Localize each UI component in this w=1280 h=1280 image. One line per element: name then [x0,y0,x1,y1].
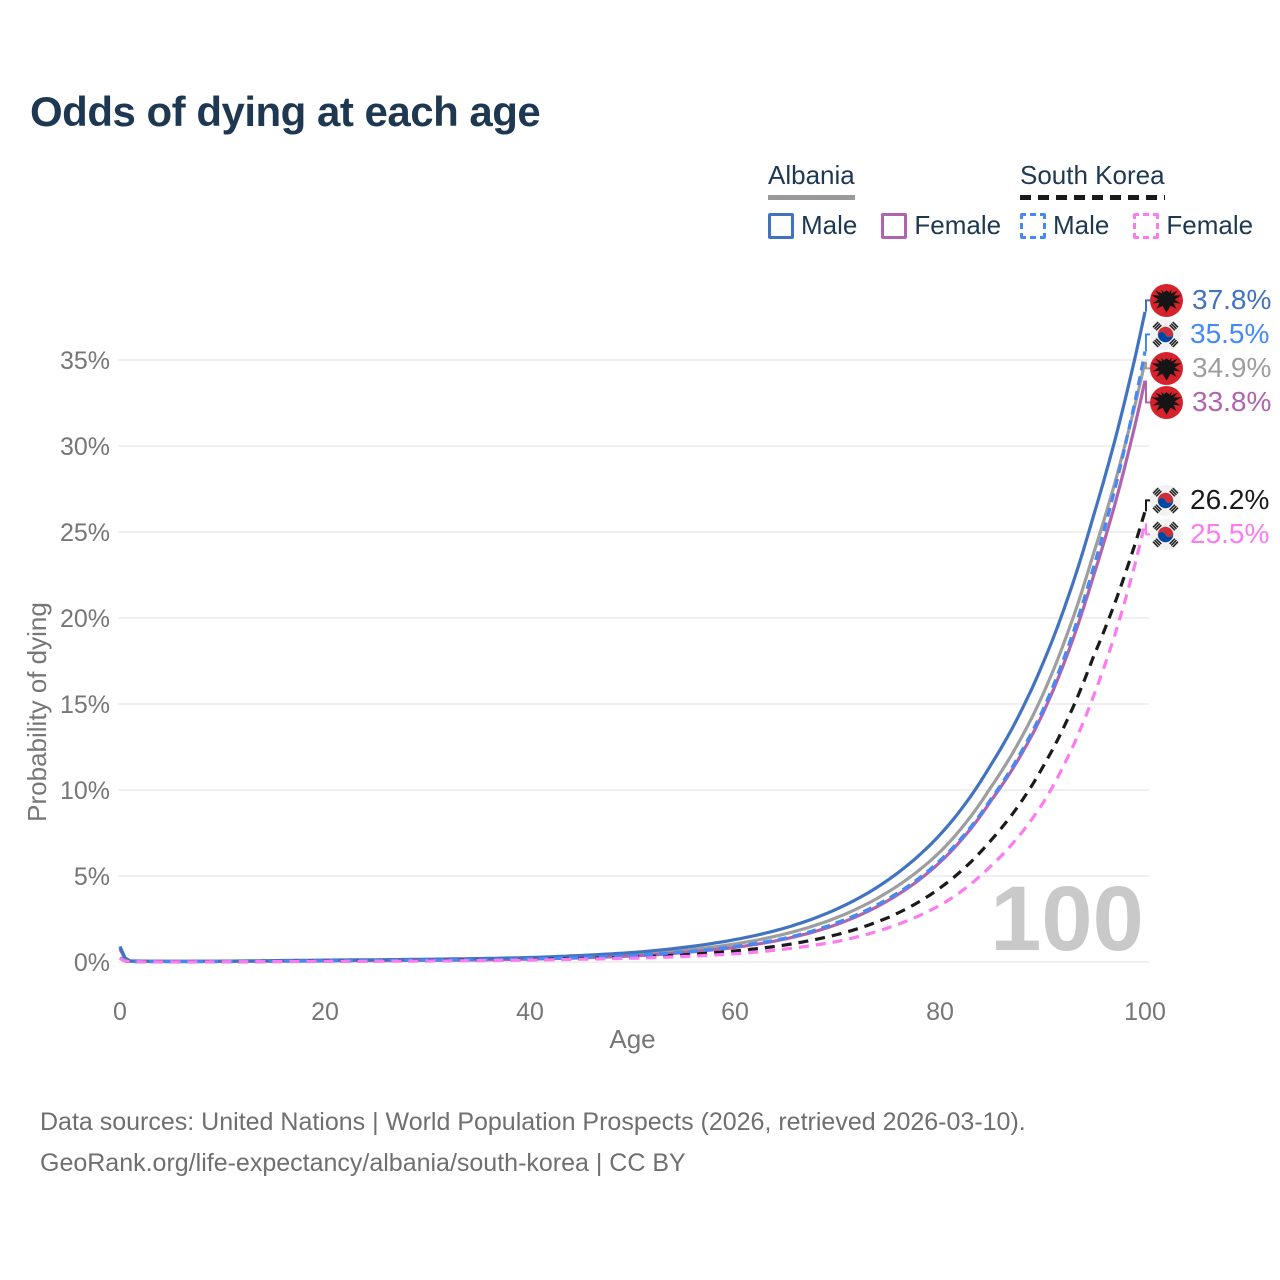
legend-header-wrap-south-korea: South Korea [1020,160,1165,200]
end-label-value: 35.5% [1190,318,1270,349]
y-axis-title: Probability of dying [22,602,52,822]
legend-item-south-korea-male[interactable]: Male [1020,210,1109,241]
end-label-value: 34.9% [1192,352,1272,383]
albania-both-sexes-line-swatch [768,195,855,200]
y-tick-label: 10% [60,777,110,805]
x-tick-label: 20 [311,998,339,1026]
end-label-south-korea-male: 35.5% [1150,317,1269,351]
age-watermark: 100 [990,868,1144,970]
x-tick-label: 100 [1124,998,1166,1026]
end-label-value: 25.5% [1190,518,1270,549]
albania-flag-icon [1150,351,1183,385]
end-label-albania-both-sexes: 34.9% [1150,351,1271,385]
y-tick-label: 5% [74,863,110,891]
x-axis-title: Age [609,1024,655,1054]
end-label-value: 33.8% [1192,386,1272,417]
legend-item-label: Female [914,210,1002,240]
chart-title: Odds of dying at each age [30,88,541,135]
legend-item-albania-male[interactable]: Male [768,210,857,241]
legend-item-label: Female [1166,210,1254,240]
x-tick-label: 40 [516,998,544,1026]
south-korea-both-sexes-line-swatch [1020,195,1165,200]
end-label-value: 26.2% [1190,484,1270,515]
y-tick-label: 0% [74,949,110,977]
albania-flag-icon [1150,283,1183,317]
legend-header-albania[interactable]: Albania [768,160,855,190]
south-korea-flag-icon [1150,518,1181,550]
legend-item-albania-female[interactable]: Female [881,210,1001,241]
legend-items-albania: Male Female [768,210,1001,241]
south-korea-flag-icon [1150,318,1181,350]
albania-female-swatch-icon [881,212,908,239]
end-label-albania-male: 37.8% [1150,283,1271,317]
legend-item-south-korea-female[interactable]: Female [1133,210,1253,241]
end-label-south-korea-female: 25.5% [1150,517,1269,551]
albania-flag-icon [1150,385,1183,419]
y-tick-label: 15% [60,691,110,719]
y-tick-label: 30% [60,433,110,461]
footer-data-sources: Data sources: United Nations | World Pop… [40,1108,1026,1136]
x-tick-label: 0 [113,998,127,1026]
y-tick-label: 35% [60,347,110,375]
y-tick-label: 25% [60,519,110,547]
south-korea-male-swatch-icon [1020,212,1046,239]
end-label-albania-female: 33.8% [1150,385,1271,419]
legend-items-south-korea: Male Female [1020,210,1253,241]
series-line-south-korea-female [119,523,1147,964]
footer-attribution: GeoRank.org/life-expectancy/albania/sout… [40,1149,686,1177]
x-tick-label: 80 [926,998,954,1026]
x-tick-label: 60 [721,998,749,1026]
legend-header-south-korea[interactable]: South Korea [1020,160,1165,190]
legend-item-label: Male [1053,210,1110,240]
footer: Data sources: United Nations | World Pop… [40,1102,1026,1184]
legend-group-albania: Albania Male Female [768,160,1001,241]
south-korea-flag-icon [1150,484,1181,516]
end-label-south-korea-both-sexes: 26.2% [1150,483,1269,517]
series-line-albania-male [118,311,1147,963]
albania-male-swatch-icon [768,212,794,239]
south-korea-female-swatch-icon [1133,212,1160,239]
end-label-value: 37.8% [1192,284,1272,315]
legend-item-label: Male [801,210,858,240]
legend-header-wrap-albania: Albania [768,160,855,200]
legend-group-south-korea: South Korea Male Female [1020,160,1253,241]
y-tick-label: 20% [60,605,110,633]
